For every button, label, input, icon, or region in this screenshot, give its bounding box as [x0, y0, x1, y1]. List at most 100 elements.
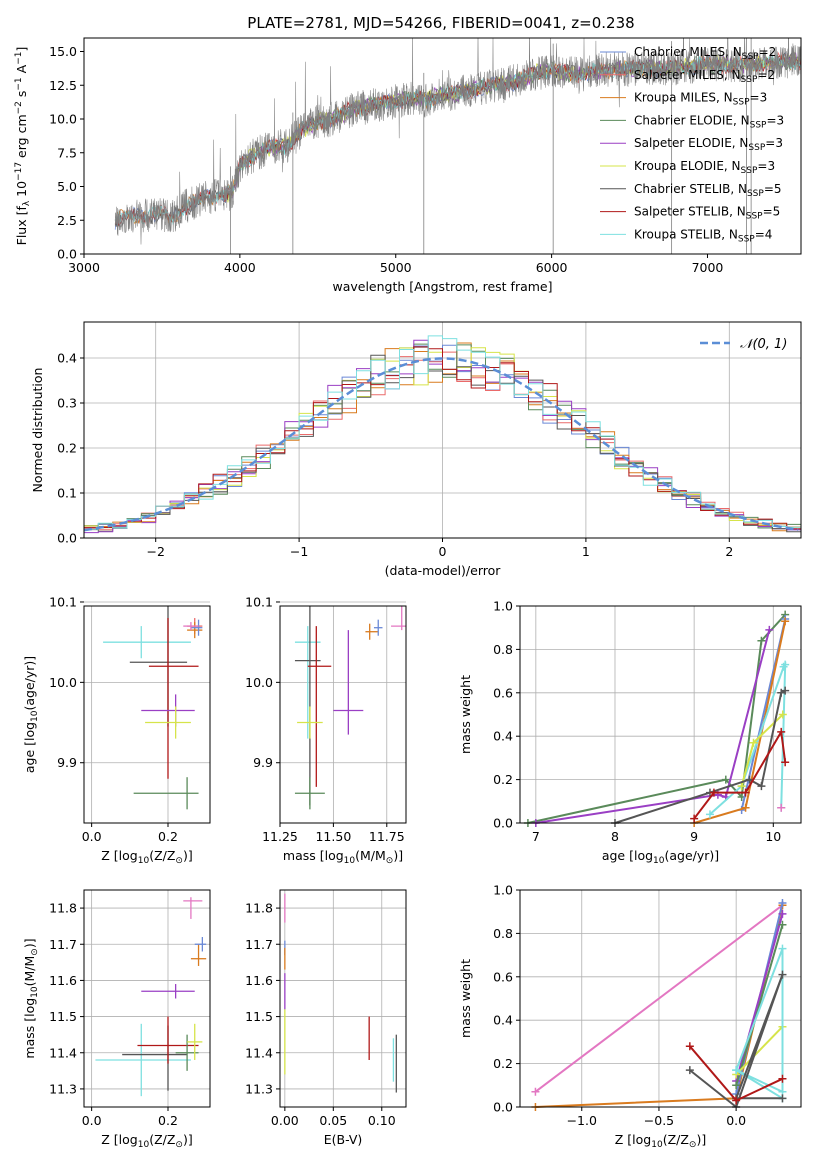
y-tick-label: 10.0 [49, 112, 77, 127]
series-marker-chabrier_stelib [778, 1094, 787, 1103]
axes-frame [519, 889, 802, 1108]
series-line-chabrier_elodie [735, 924, 784, 1086]
errorbar-kroupa_stelib [103, 626, 191, 659]
histogram-chabrier_stelib [84, 346, 801, 533]
y-tick-label: 0.0 [57, 531, 77, 546]
legend-label-chabrier_miles: Chabrier MILES, NSSP=2 [634, 45, 776, 62]
legend-label-chabrier_elodie: Chabrier ELODIE, NSSP=3 [634, 113, 784, 130]
errorbar-kroupa_elodie [297, 706, 323, 739]
x-tick-label: 11.25 [262, 829, 298, 844]
series-marker-kroupa_stelib [778, 944, 787, 953]
y-tick-label: 0.3 [57, 396, 77, 411]
series-line-salpeter_elodie [735, 913, 784, 1082]
series-marker-salpeter_stelib [685, 1042, 694, 1051]
y-tick-label: 11.4 [49, 1045, 77, 1060]
x-tick-label: −1.0 [567, 1113, 597, 1128]
errorbar-chabrier_elodie [133, 777, 199, 810]
legend-label-salpeter_miles: Salpeter MILES, NSSP=2 [634, 68, 775, 85]
axes-frame [83, 889, 211, 1108]
chart-weight_vs_Z: −1.0 −0.5 0.0 0.0 0.2 0.4 0.6 0.8 1.0 Z [log10(Z/… [458, 883, 802, 1150]
errorbars [95, 897, 207, 1097]
y-tick-label: 0.0 [493, 816, 513, 831]
series-marker-pink [777, 803, 786, 812]
errorbar-kroupa_miles [190, 944, 207, 966]
series-marker-chabrier_stelib [781, 686, 790, 695]
series-line-salpeter_elodie [535, 629, 771, 824]
spectrum-lines [114, 38, 801, 254]
series-marker-kroupa_elodie [737, 782, 746, 791]
legend-label-chabrier_stelib: Chabrier STELIB, NSSP=5 [634, 182, 782, 199]
series-marker-salpeter_stelib [777, 727, 786, 736]
x-tick-label: −1 [290, 544, 308, 559]
y-tick-label: 0.0 [57, 247, 77, 262]
axes-frame [83, 605, 211, 824]
axes-frame [83, 37, 802, 255]
series-marker-kroupa_elodie [749, 738, 758, 747]
chart-residuals: −2 −1 0 1 2 0.0 0.1 0.2 0.3 0.4 (data-model)/error… [30, 321, 802, 578]
x-axis-label: wavelength [Angstrom, rest frame] [332, 279, 552, 294]
y-tick-label: 11.3 [49, 1081, 77, 1096]
series-line-pink [534, 904, 784, 1093]
observed-spectrum [114, 38, 801, 245]
x-axis-label: E(B-V) [324, 1132, 363, 1147]
y-tick-label: 10.1 [245, 594, 273, 609]
y-tick-label: 10.0 [245, 675, 273, 690]
x-tick-label: 0.0 [82, 829, 102, 844]
y-axis-label: Normed distribution [30, 368, 45, 493]
y-tick-label: 15.0 [49, 44, 77, 59]
errorbar-chabrier_stelib [129, 606, 188, 727]
series-marker-salpeter_stelib [709, 788, 718, 797]
series-line-kroupa_elodie [735, 1026, 784, 1076]
chart-spectrum: 3000 4000 5000 6000 7000 0.0 2.5 5.0 7.5 10.0 12.5… [14, 37, 802, 294]
legend-label-salpeter_stelib: Salpeter STELIB, NSSP=5 [634, 205, 780, 222]
series-marker-salpeter_elodie [778, 909, 787, 918]
y-tick-label: 1.0 [493, 883, 513, 898]
errorbar-pink [183, 622, 199, 631]
y-tick-label: 0.6 [493, 685, 513, 700]
series-marker-salpeter_stelib [781, 758, 790, 767]
series-marker-chabrier_elodie [721, 775, 730, 784]
x-tick-label: 0.05 [319, 1113, 347, 1128]
x-tick-label: 4000 [224, 260, 256, 275]
y-axis-label: mass weight [458, 959, 473, 1038]
y-tick-label: 0.0 [493, 1100, 513, 1115]
y-tick-label: 0.8 [493, 642, 513, 657]
errorbar-salpeter_stelib [307, 626, 332, 787]
y-tick-label: 11.5 [49, 1009, 77, 1024]
y-tick-label: 5.0 [57, 179, 77, 194]
errorbar-kroupa_stelib [95, 1023, 191, 1097]
errorbar-salpeter_elodie [141, 984, 195, 999]
y-tick-label: 11.7 [49, 937, 77, 952]
legend-label-kroupa_miles: Kroupa MILES, NSSP=3 [634, 91, 767, 108]
histograms [84, 335, 801, 534]
series-marker-chabrier_elodie [757, 636, 766, 645]
series-marker-pink [531, 1087, 540, 1096]
y-tick-label: 9.9 [253, 755, 273, 770]
series-marker-kroupa_stelib [705, 810, 714, 819]
y-axis-label: Flux [fλ 10−17 erg cm−2 s−1 A−1] [14, 47, 32, 246]
y-tick-label: 0.1 [57, 486, 77, 501]
axes-frame [279, 889, 407, 1108]
y-tick-label: 11.6 [49, 973, 77, 988]
y-tick-label: 11.6 [245, 973, 273, 988]
x-tick-label: 7 [532, 829, 540, 844]
series-marker-chabrier_elodie [732, 1081, 741, 1090]
weight-lines [531, 899, 787, 1111]
x-axis-label: age [log10(age/yr)] [602, 848, 719, 866]
y-tick-label: 0.4 [57, 351, 77, 366]
y-tick-label: 0.2 [493, 1056, 513, 1071]
y-axis-label: age [log10(age/yr)] [22, 656, 40, 773]
x-tick-label: 3000 [68, 260, 100, 275]
chart-age_vs_mass: 11.25 11.50 11.75 9.9 10.0 10.1 mass [log10(M/… [245, 594, 407, 866]
errorbar-salpeter_elodie [333, 630, 364, 735]
axes-frame [279, 605, 407, 824]
y-tick-label: 0.4 [493, 1013, 513, 1028]
x-tick-label: 2 [725, 544, 733, 559]
series-marker-chabrier_stelib [757, 782, 766, 791]
y-tick-label: 12.5 [49, 78, 77, 93]
x-axis-label: (data-model)/error [385, 563, 502, 578]
y-axis-label: mass [log10(M/M⊙)] [22, 938, 40, 1058]
errorbar-pink [391, 606, 406, 631]
x-tick-label: 5000 [380, 260, 412, 275]
